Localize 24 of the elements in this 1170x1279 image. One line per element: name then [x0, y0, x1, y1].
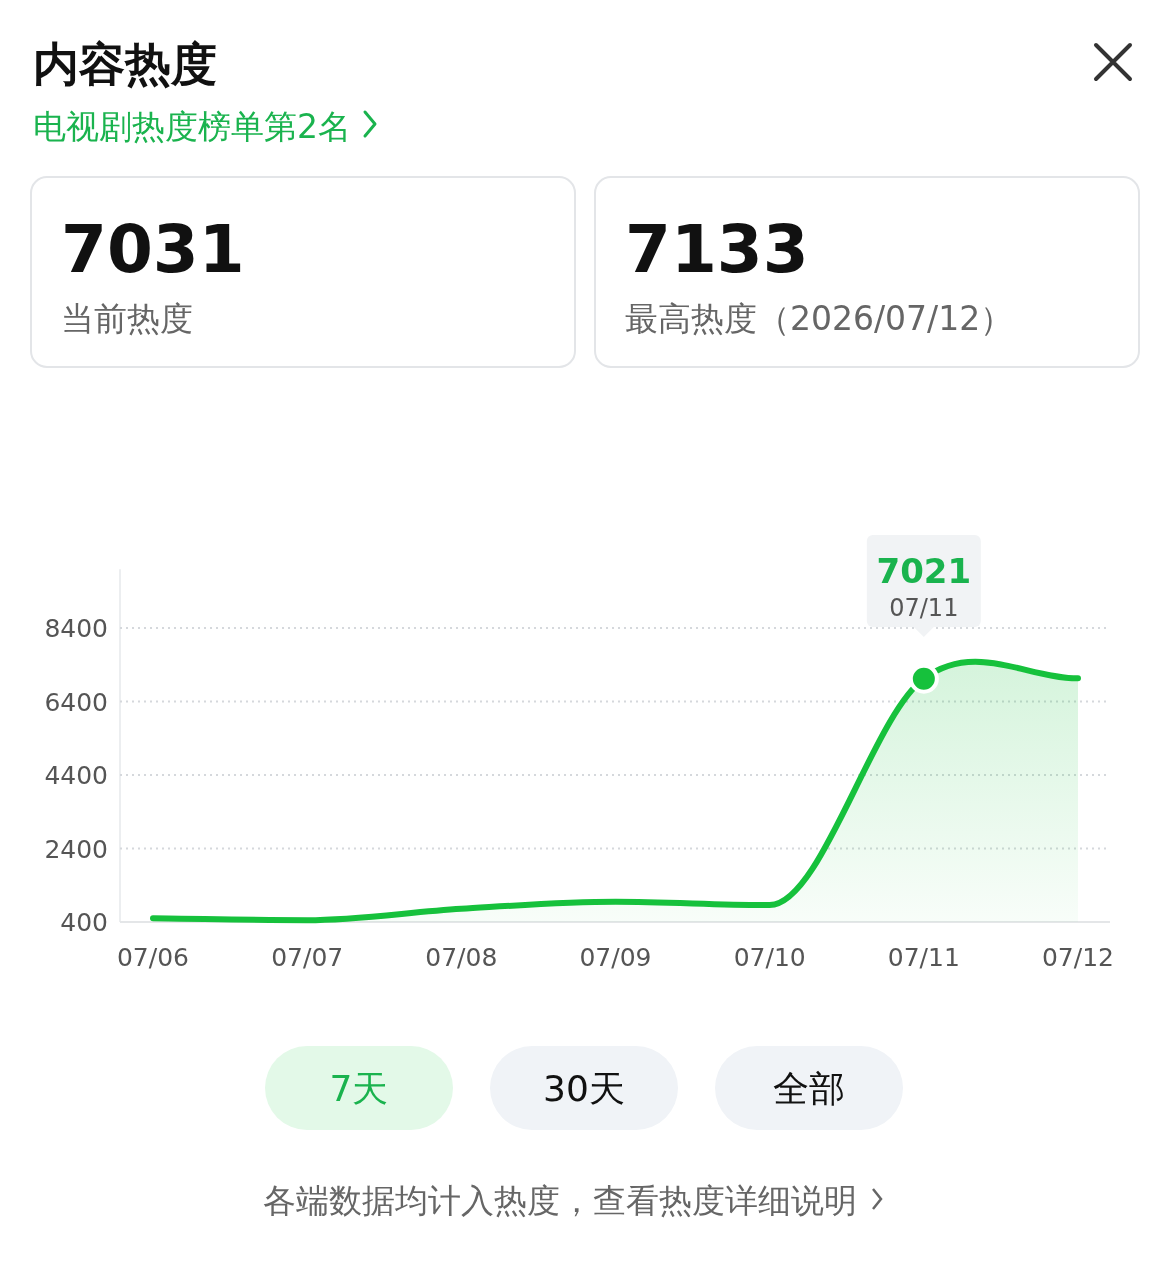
- text: 当前热度: [61, 299, 193, 338]
- y-tick-label: 6400: [44, 687, 108, 717]
- text: 各端数据均计入热度，查看热度详细说明: [263, 1181, 857, 1220]
- y-tick-label: 4400: [44, 761, 108, 790]
- chart-title: 内容热度: [33, 37, 217, 91]
- x-tick-label: 07/12: [1041, 943, 1115, 972]
- y-tick-label: 2400: [44, 834, 108, 864]
- chart-subtitle: 电视剧热度榜单第2名: [33, 107, 351, 146]
- text: 全部: [773, 1068, 845, 1109]
- x-tick-label: 07/06: [116, 943, 190, 972]
- text: 最高热度（2026/07/12）: [625, 299, 1014, 338]
- text: 7天: [329, 1068, 389, 1109]
- x-tick-label: 07/11: [887, 943, 960, 972]
- annotation: 7021: [876, 551, 972, 591]
- text: 7031: [61, 211, 245, 288]
- x-tick-label: 07/08: [425, 943, 498, 972]
- x-tick-label: 07/10: [733, 943, 806, 972]
- x-tick-label: 07/07: [271, 943, 344, 972]
- y-tick-label: 8400: [44, 614, 108, 643]
- annotation: 07/11: [889, 594, 959, 622]
- y-tick-label: 400: [60, 908, 108, 937]
- x-tick-label: 07/09: [579, 943, 652, 972]
- text: 7133: [625, 211, 809, 288]
- text: 30天: [543, 1068, 625, 1109]
